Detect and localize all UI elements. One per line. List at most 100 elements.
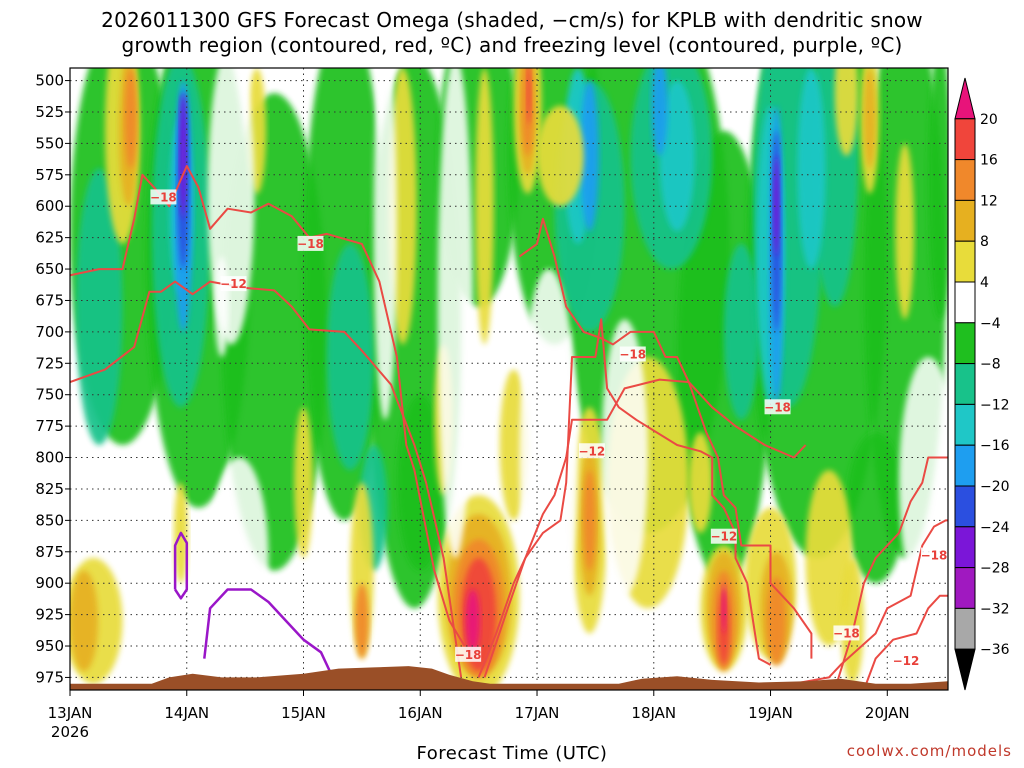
omega-blob (721, 583, 727, 634)
omega-blob (537, 105, 584, 207)
omega-blob (124, 68, 137, 169)
terrain-profile (70, 666, 948, 690)
omega-gap (207, 68, 255, 345)
colorbar-label: 20 (980, 112, 998, 128)
omega-blob (475, 68, 494, 345)
colorbar-label: −16 (980, 438, 1010, 454)
contour-label-bg (892, 653, 919, 669)
contour-minus18-b (518, 217, 813, 659)
omega-blob (767, 576, 786, 665)
colorbar-swatch (954, 363, 976, 405)
y-tick-label: 825 (35, 480, 64, 498)
colorbar-swatch (954, 281, 976, 324)
colorbar-swatch (954, 159, 976, 201)
contour-minus18-c (833, 456, 948, 690)
omega-blob (354, 583, 369, 659)
y-tick-label: 725 (35, 354, 64, 372)
x-tick-label: 14JAN (164, 704, 209, 722)
omega-gap (373, 68, 397, 420)
omega-gap (898, 357, 948, 609)
x-axis-title: Forecast Time (UTC) (416, 743, 608, 764)
y-tick-label: 900 (35, 574, 64, 592)
y-tick-label: 525 (35, 103, 64, 121)
contour-label-bg (920, 547, 947, 563)
y-tick-label: 625 (35, 229, 64, 247)
colorbar-label: 16 (980, 153, 998, 169)
contour-label: −18 (297, 237, 324, 251)
omega-blob (805, 470, 853, 647)
omega-blob (526, 68, 532, 125)
chart-title-line-1: 2026011300 GFS Forecast Omega (shaded, −… (101, 8, 923, 32)
x-tick-label: 20JAN (865, 704, 910, 722)
plot-frame (69, 67, 949, 691)
y-tick-label: 925 (35, 606, 64, 624)
omega-gap (601, 319, 648, 596)
contour-minus12-d (793, 519, 948, 685)
x-year-label: 2026 (51, 723, 89, 741)
contour-label-bg (578, 443, 605, 459)
y-tick-label: 575 (35, 166, 64, 184)
colorbar-swatch (954, 444, 976, 487)
contour-label-bg (619, 346, 646, 362)
omega-blob (70, 570, 99, 672)
colorbar-label: −24 (980, 520, 1010, 536)
omega-blob (797, 68, 826, 270)
x-tick-label: 16JAN (398, 704, 443, 722)
y-tick-label: 850 (35, 511, 64, 529)
omega-gap (214, 256, 229, 358)
chart-title-line-2: growth region (contoured, red, ºC) and f… (121, 33, 903, 57)
x-tick-label: 19JAN (748, 704, 793, 722)
contour-label: −12 (220, 277, 247, 291)
y-tick-label: 875 (35, 543, 64, 561)
colorbar-label: −8 (980, 357, 1001, 373)
omega-blob (773, 155, 780, 257)
colorbar-label: −36 (980, 642, 1010, 658)
colorbar-swatch (954, 199, 976, 242)
omega-blob (688, 432, 713, 533)
omega-blob (583, 470, 596, 571)
colorbar-swatch (954, 403, 976, 446)
y-tick-label: 550 (35, 134, 64, 152)
contour-minus12-e (862, 594, 948, 690)
omega-blob (396, 394, 444, 571)
colorbar-label: 4 (980, 275, 989, 291)
omega-blob (294, 407, 313, 559)
chart-title: 2026011300 GFS Forecast Omega (shaded, −… (0, 8, 1024, 58)
colorbar-swatch (954, 567, 976, 609)
colorbar-label: −20 (980, 479, 1010, 495)
y-tick-label: 800 (35, 449, 64, 467)
omega-blob (928, 68, 948, 320)
y-tick-label: 750 (35, 386, 64, 404)
colorbar-swatch (954, 607, 976, 650)
temperature-contours: −18 −12 −18 −18 −12 −18 −12 −18 −18 −12 −18 (70, 165, 948, 690)
omega-blob (846, 432, 905, 584)
contour-label: −18 (921, 549, 948, 563)
contour-label-bg (455, 646, 482, 662)
contour-label: −18 (150, 190, 177, 204)
y-tick-label: 600 (35, 197, 64, 215)
contour-label-bg (150, 189, 177, 205)
omega-blob (895, 143, 915, 320)
contour-label: −12 (893, 654, 920, 668)
contour-label-bg (297, 235, 324, 251)
colorbar-swatch (954, 485, 976, 528)
contour-label: −18 (833, 626, 860, 640)
omega-blob (659, 80, 695, 232)
contour-label-bg (710, 528, 737, 544)
colorbar-label: −4 (980, 316, 1001, 332)
x-tick-label: 17JAN (515, 704, 560, 722)
contour-label: −18 (619, 347, 646, 361)
y-tick-label: 775 (35, 417, 64, 435)
freezing-level-b (173, 531, 189, 600)
colorbar-cap-top (954, 77, 976, 120)
colorbar-label: 12 (980, 193, 998, 209)
omega-blob (863, 68, 876, 169)
colorbar-swatch (954, 118, 976, 161)
contour-label: −18 (764, 400, 791, 414)
omega-gap (437, 68, 473, 558)
pressure-axis: 500 525 550 575 600 625 650 675 700 725 750 775 800 8… (35, 72, 70, 686)
contour-minus12 (70, 280, 463, 678)
omega-gap (210, 457, 269, 659)
contour-label: −18 (455, 648, 482, 662)
